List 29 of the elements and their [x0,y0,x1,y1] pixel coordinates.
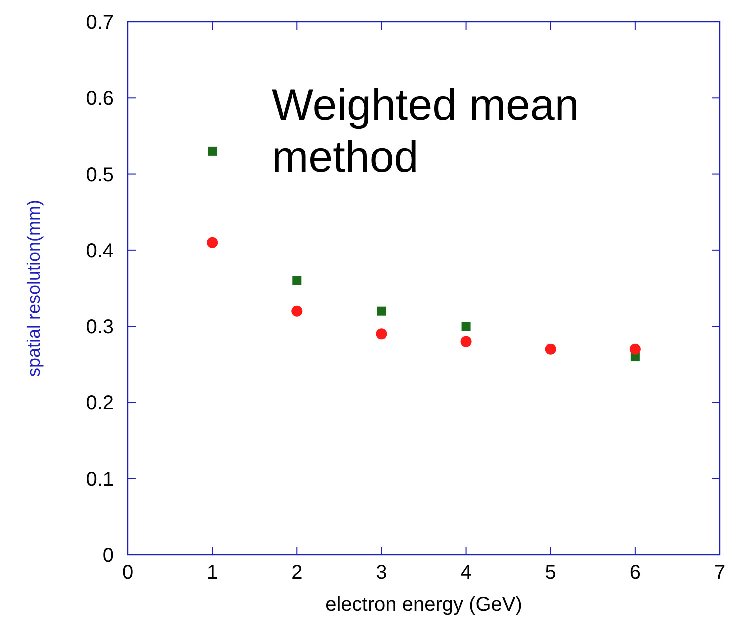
annotation: Weighted mean method [272,81,580,182]
point [292,306,303,317]
x-tick-label: 6 [630,562,641,584]
y-tick-label: 0.6 [86,88,114,110]
point [208,146,218,156]
point [376,328,388,340]
y-tick-label: 0 [102,545,114,567]
y-axis-title: spatial resolution(mm) [24,200,44,378]
y-tick-label: 0.4 [86,240,114,262]
y-tick-label: 0.3 [86,316,114,339]
x-tick-label: 2 [292,562,303,584]
x-tick-label: 5 [545,562,556,584]
y-tick-label: 0.7 [86,12,114,34]
point [207,237,218,248]
x-tick-label: 0 [122,562,134,584]
x-tick-label: 1 [207,562,218,584]
x-tick-label: 3 [376,562,388,584]
x-axis-title: electron energy (GeV) [326,594,522,616]
y-tick-label: 0.5 [86,164,114,186]
x-tick-label: 4 [460,562,472,584]
point [460,336,472,348]
x-tick-label: 7 [714,562,726,584]
point [462,322,471,332]
point [292,276,302,286]
point [545,344,556,355]
y-tick-label: 0.2 [86,392,114,415]
point [630,344,641,355]
y-tick-label: 0.1 [86,468,114,491]
point [377,306,386,316]
